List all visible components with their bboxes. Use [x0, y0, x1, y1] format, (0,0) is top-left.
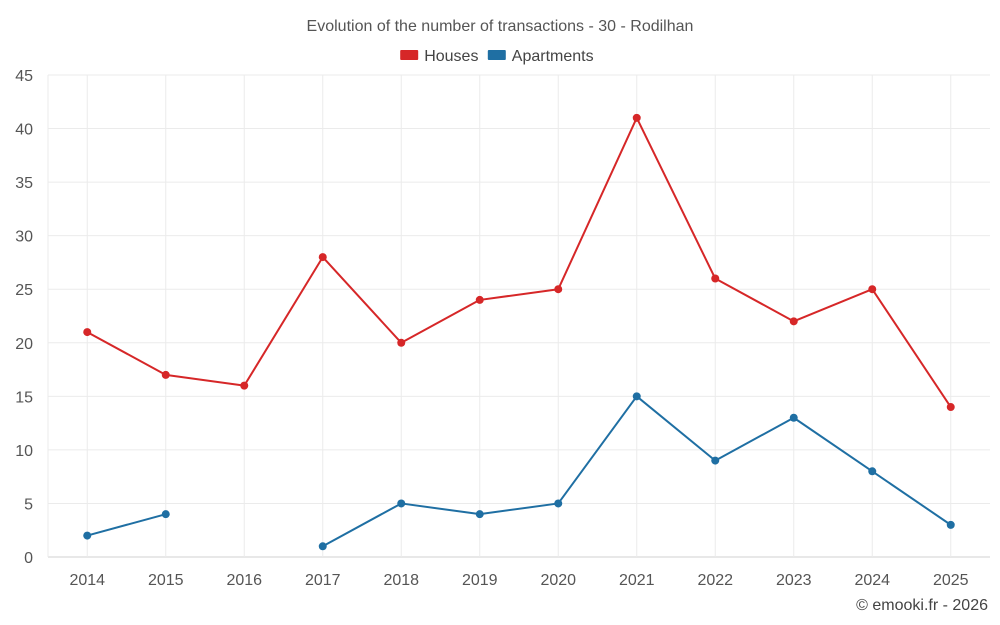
y-tick-label: 10: [15, 443, 33, 460]
x-axis: 2014 2015 2016 2017 2018 2019 2020 2021 2022 2023…: [69, 572, 968, 589]
y-tick-label: 40: [15, 122, 33, 139]
y-tick-label: 45: [15, 68, 33, 85]
data-point[interactable]: [161, 510, 170, 519]
legend-swatch: [400, 50, 419, 60]
x-tick-label: 2016: [226, 572, 262, 589]
y-tick-label: 5: [24, 496, 33, 513]
data-point[interactable]: [868, 467, 877, 476]
data-point[interactable]: [240, 381, 249, 390]
grid: [47, 74, 990, 558]
legend-swatch: [487, 50, 506, 60]
data-point[interactable]: [397, 338, 406, 347]
data-point[interactable]: [711, 456, 720, 465]
data-point[interactable]: [83, 531, 92, 540]
legend-label: Houses: [424, 48, 478, 65]
y-tick-label: 20: [15, 336, 33, 353]
legend-label: Apartments: [512, 48, 594, 65]
data-point[interactable]: [83, 328, 92, 337]
legend[interactable]: Houses Apartments: [400, 48, 594, 65]
data-point[interactable]: [711, 274, 720, 283]
series-houses: [83, 113, 955, 412]
legend-item-apartments[interactable]: Apartments: [487, 48, 594, 65]
x-tick-label: 2022: [697, 572, 733, 589]
x-tick-label: 2024: [854, 572, 890, 589]
x-tick-label: 2014: [69, 572, 105, 589]
data-point[interactable]: [632, 113, 641, 122]
data-point[interactable]: [789, 317, 798, 326]
x-tick-label: 2018: [383, 572, 419, 589]
series-group: [83, 113, 955, 551]
series-line-houses: [86, 116, 952, 408]
data-point[interactable]: [789, 413, 798, 422]
x-tick-label: 2019: [462, 572, 498, 589]
data-point[interactable]: [161, 370, 170, 379]
data-point[interactable]: [946, 403, 955, 412]
chart-title: Evolution of the number of transactions …: [307, 18, 694, 35]
data-point[interactable]: [554, 499, 563, 508]
y-tick-label: 35: [15, 175, 33, 192]
data-point[interactable]: [632, 392, 641, 401]
data-point[interactable]: [318, 542, 327, 551]
x-tick-label: 2023: [776, 572, 812, 589]
y-axis: 0 5 10 15 20 25 30 35 40 45: [15, 68, 33, 567]
legend-item-houses[interactable]: Houses: [400, 48, 478, 65]
x-tick-label: 2015: [148, 572, 184, 589]
data-point[interactable]: [397, 499, 406, 508]
y-tick-label: 30: [15, 229, 33, 246]
data-point[interactable]: [868, 285, 877, 294]
data-point[interactable]: [475, 295, 484, 304]
data-point[interactable]: [946, 520, 955, 529]
x-tick-label: 2017: [305, 572, 341, 589]
data-point[interactable]: [318, 253, 327, 262]
y-tick-label: 25: [15, 282, 33, 299]
series-line-apartments: [86, 395, 952, 548]
y-tick-label: 15: [15, 389, 33, 406]
x-tick-label: 2025: [933, 572, 969, 589]
data-point[interactable]: [475, 510, 484, 519]
data-point[interactable]: [554, 285, 563, 294]
series-apartments: [83, 392, 955, 551]
credit-text: © emooki.fr - 2026: [856, 597, 988, 614]
y-tick-label: 0: [24, 550, 33, 567]
x-tick-label: 2020: [540, 572, 576, 589]
x-tick-label: 2021: [619, 572, 655, 589]
